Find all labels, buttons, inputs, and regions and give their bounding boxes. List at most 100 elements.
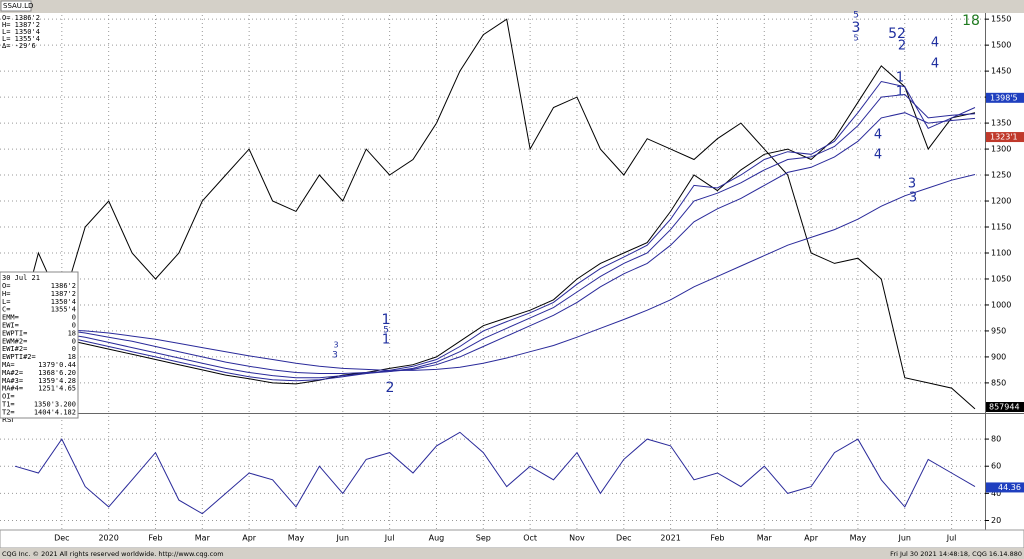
data-box-value: 1251'4.65: [38, 385, 76, 393]
x-tick-label: Feb: [710, 534, 724, 543]
wave-label: 2: [386, 380, 395, 396]
data-box-value: 1350'3.200: [34, 401, 76, 409]
x-tick-label: Sep: [476, 534, 491, 543]
data-box-key: MA=: [2, 361, 15, 369]
wave-label: 1: [382, 312, 391, 328]
last-value-tag: [986, 482, 1024, 493]
y-tick-label: 1350: [991, 119, 1011, 128]
last-value-label: 44.36: [998, 483, 1021, 492]
quote-line: H= 1387'2: [2, 21, 40, 29]
x-tick-label: Dec: [616, 534, 631, 543]
wave-label: 4: [874, 148, 882, 163]
x-tick-label: Feb: [148, 534, 162, 543]
data-box-key: EWI=: [2, 322, 19, 330]
quote-line: L= 1350'4: [2, 28, 40, 36]
data-box-value: 1386'2: [51, 282, 76, 290]
x-tick-label: Oct: [523, 534, 537, 543]
y-tick-label: 1300: [991, 145, 1011, 154]
data-box-value: 18: [68, 353, 76, 361]
price-tag-label: 1323'1: [990, 133, 1018, 142]
y-tick-label: 1200: [991, 197, 1011, 206]
wave-label: 3: [852, 20, 861, 36]
y-tick-label: 1100: [991, 248, 1011, 257]
wave-label: 4: [931, 57, 939, 72]
wave-label: 1: [382, 333, 390, 348]
panel-title: RSI: [2, 416, 13, 424]
wave-label: 1: [896, 71, 904, 86]
data-box-value: 1350'4: [51, 298, 76, 306]
series-line: [14, 18, 976, 410]
series-line: [14, 174, 976, 371]
y-tick-label: 900: [991, 352, 1006, 361]
y-tick-label: 1150: [991, 223, 1011, 232]
wave-label: 4: [931, 36, 939, 51]
x-tick-label: Apr: [242, 534, 257, 543]
y-tick-label: 1250: [991, 171, 1011, 180]
data-box-value: 18: [68, 329, 76, 337]
data-box-key: C=: [2, 306, 10, 314]
plot-area: [0, 13, 985, 530]
data-box-value: 1368'6.20: [38, 369, 76, 377]
x-tick-label: 2021: [660, 534, 680, 543]
x-tick-label: Mar: [195, 534, 211, 543]
wave-label: 3: [908, 177, 916, 192]
y-tick-label: 1000: [991, 300, 1011, 309]
wave-label: 3: [909, 191, 917, 206]
wave-label: 5: [853, 11, 859, 21]
x-tick-label: May: [288, 534, 305, 543]
data-box-key: MA#2=: [2, 369, 23, 377]
volume-tag: [986, 402, 1024, 412]
data-box-key: EWM#2=: [2, 337, 27, 345]
price-tag: [986, 132, 1024, 143]
data-box-value: 1387'2: [51, 290, 76, 298]
wave-label: 3: [332, 351, 338, 361]
series-line: [14, 431, 976, 515]
x-tick-label: May: [850, 534, 867, 543]
price-tag: [986, 92, 1024, 103]
x-tick-label: Nov: [569, 534, 585, 543]
y-tick-label: 20: [991, 516, 1001, 525]
data-box-key: EMM=: [2, 314, 19, 322]
x-tick-label: Apr: [804, 534, 819, 543]
data-box-key: T2=: [2, 408, 15, 416]
x-tick-label: Jun: [898, 534, 912, 543]
tab[interactable]: [0, 0, 32, 12]
price-tag-label: 1398'5: [990, 93, 1018, 102]
wave-label: 5: [853, 34, 858, 43]
y-tick-label: 950: [991, 326, 1006, 335]
series-line: [14, 65, 976, 385]
data-box-key: MA#3=: [2, 377, 23, 385]
data-box-value: 1355'4: [51, 306, 76, 314]
footer-right: Fri Jul 30 2021 14:48:18, CQG 16.14.880: [890, 550, 1022, 558]
wave-label: 52: [888, 26, 906, 42]
tab-bar: [0, 0, 1024, 12]
data-box-value: 1379'0.44: [38, 361, 76, 369]
data-box-value: 0: [72, 314, 76, 322]
data-box-key: OI=: [2, 393, 15, 401]
tab-label: SSAU.LD: [3, 2, 33, 10]
wave-label: 18: [962, 13, 980, 29]
series-line: [15, 112, 976, 374]
y-tick-label: 1550: [991, 15, 1011, 24]
x-tick-label: Aug: [429, 534, 445, 543]
wave-label: 2: [898, 39, 906, 54]
series-line: [15, 93, 976, 379]
x-tick-label: Jul: [946, 534, 957, 543]
data-box-value: 0: [72, 322, 76, 330]
charts: 8509009501000105011001150120012501300135…: [0, 11, 1024, 543]
data-box-key: L=: [2, 298, 10, 306]
y-tick-label: 60: [991, 462, 1001, 471]
data-box-key: MA#4=: [2, 385, 23, 393]
x-tick-label: Jul: [384, 534, 395, 543]
series-line: [14, 80, 976, 382]
status-bar: [0, 548, 1024, 559]
data-box-date: 30 Jul 21: [2, 274, 40, 282]
data-box-value: 0: [72, 337, 76, 345]
footer-left: CQG Inc. © 2021 All rights reserved worl…: [2, 550, 224, 558]
wave-label: 1: [896, 85, 904, 100]
quote-line: O= 1386'2: [2, 14, 40, 22]
data-box-key: EWPTI#2=: [2, 353, 36, 361]
data-box-key: O=: [2, 282, 10, 290]
data-box-value: 1404'4.182: [34, 408, 76, 416]
